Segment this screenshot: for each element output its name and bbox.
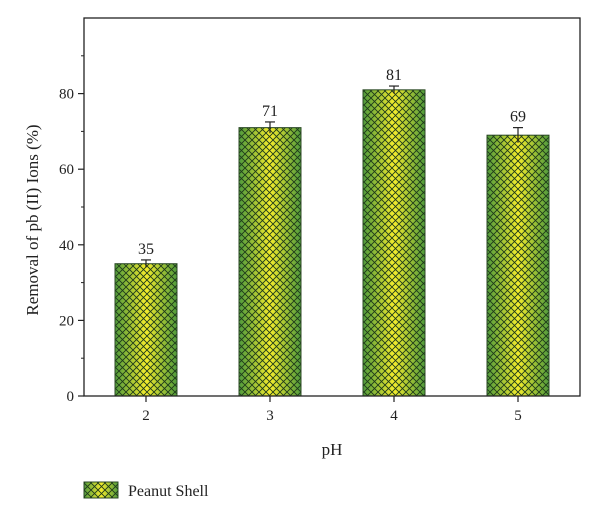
plot-area: 35 71 81 69 <box>83 17 581 397</box>
bar-hatch <box>238 127 302 397</box>
legend-swatch-hatch <box>84 482 118 498</box>
y-axis-title: Removal of pb (II) Ions (%) <box>23 124 42 315</box>
x-tick-label: 2 <box>142 408 150 424</box>
data-label: 71 <box>262 103 278 120</box>
bar-hatch <box>486 134 550 397</box>
y-axis-ticks: 0 20 40 60 80 <box>59 55 84 405</box>
bar-hatch <box>114 263 178 397</box>
x-tick-label: 3 <box>266 408 274 424</box>
data-label: 81 <box>386 67 402 84</box>
y-tick-label: 80 <box>59 87 74 103</box>
legend-label: Peanut Shell <box>128 483 209 500</box>
x-axis-ticks: 2 3 4 5 <box>142 396 522 424</box>
y-tick-label: 20 <box>59 313 74 329</box>
y-tick-label: 0 <box>67 389 75 405</box>
x-tick-label: 4 <box>390 408 398 424</box>
x-axis-title: pH <box>322 440 343 459</box>
y-tick-label: 40 <box>59 238 74 254</box>
data-label: 35 <box>138 241 154 258</box>
y-tick-label: 60 <box>59 162 74 178</box>
bar-hatch <box>362 89 426 397</box>
data-label: 69 <box>510 109 526 126</box>
x-tick-label: 5 <box>514 408 522 424</box>
legend: Peanut Shell <box>83 481 209 500</box>
